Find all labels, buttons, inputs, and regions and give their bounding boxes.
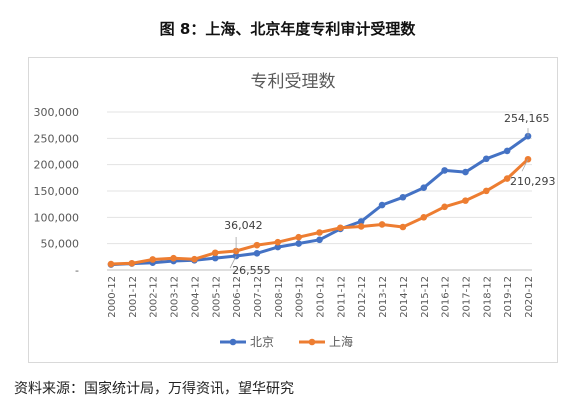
data-point xyxy=(107,260,115,268)
annotation-leader xyxy=(229,255,237,269)
x-tick-label: 2011-12 xyxy=(336,276,347,318)
x-tick-label: 2010-12 xyxy=(316,276,327,318)
data-point xyxy=(462,197,469,204)
data-point xyxy=(420,214,428,221)
data-point xyxy=(462,168,469,176)
x-tick-label: 2008-12 xyxy=(274,276,285,318)
x-tick-label: 2020-12 xyxy=(524,276,535,318)
y-tick-label: 250,000 xyxy=(34,132,80,145)
y-tick-label: 300,000 xyxy=(34,106,80,119)
data-point xyxy=(295,233,302,241)
data-point xyxy=(420,184,428,191)
data-point xyxy=(316,229,323,236)
data-point xyxy=(399,223,407,231)
data-point xyxy=(191,255,198,263)
source-note: 资料来源：国家统计局，万得资讯，望华研究 xyxy=(14,381,294,397)
data-point xyxy=(503,147,511,155)
y-tick-label: 200,000 xyxy=(34,159,80,172)
x-tick-label: 2015-12 xyxy=(420,276,431,318)
figure-title: 图 8：上海、北京年度专利审计受理数 xyxy=(159,20,416,38)
x-tick-label: 2012-12 xyxy=(357,276,368,318)
x-tick-label: 2013-12 xyxy=(378,276,389,318)
data-point xyxy=(128,259,136,267)
data-point xyxy=(170,254,177,262)
x-tick-label: 2019-12 xyxy=(503,276,514,318)
data-point xyxy=(524,155,532,163)
data-point xyxy=(483,155,490,163)
x-tick-label: 2007-12 xyxy=(253,276,264,318)
data-point xyxy=(316,236,323,244)
data-point xyxy=(378,201,386,209)
patent-line-chart: 专利受理数 - 50,000 100,000 150,000 200,000 250,000… xyxy=(34,72,556,349)
data-point xyxy=(295,240,302,247)
data-point xyxy=(441,167,448,174)
data-point xyxy=(399,193,407,201)
data-label: 36,042 xyxy=(224,219,263,232)
x-tick-label: 2009-12 xyxy=(295,276,306,318)
data-point xyxy=(253,241,261,249)
y-tick-label: 50,000 xyxy=(41,238,80,251)
data-point xyxy=(274,238,282,246)
x-tick-label: 2005-12 xyxy=(211,276,222,318)
x-tick-label: 2017-12 xyxy=(461,276,472,318)
x-tick-label: 2004-12 xyxy=(190,276,201,318)
data-point xyxy=(378,221,386,228)
data-point xyxy=(211,254,219,262)
x-tick-label: 2018-12 xyxy=(482,276,493,318)
x-tick-label: 2001-12 xyxy=(128,276,139,318)
data-label: 254,165 xyxy=(504,112,550,125)
data-label: 210,293 xyxy=(510,175,556,188)
x-tick-label: 2000-12 xyxy=(107,276,118,318)
chart-title: 专利受理数 xyxy=(251,72,336,92)
data-point xyxy=(253,250,261,257)
data-point xyxy=(357,223,365,230)
data-point xyxy=(357,218,365,225)
y-tick-label: 100,000 xyxy=(34,211,80,224)
x-tick-label: 2014-12 xyxy=(399,276,410,318)
data-point xyxy=(337,224,344,232)
y-tick-label: 150,000 xyxy=(34,185,80,198)
x-tick-label: 2006-12 xyxy=(232,276,243,318)
x-tick-label: 2003-12 xyxy=(170,276,181,318)
data-point xyxy=(211,249,219,257)
y-tick-label: - xyxy=(75,264,79,277)
x-tick-label: 2016-12 xyxy=(441,276,452,318)
data-point xyxy=(149,256,156,263)
data-point xyxy=(274,243,282,251)
legend-marker-0 xyxy=(229,338,237,346)
data-point xyxy=(441,203,448,211)
legend-label-0: 北京 xyxy=(250,335,274,349)
data-point xyxy=(483,187,490,195)
legend-marker-1 xyxy=(308,338,316,346)
legend-label-1: 上海 xyxy=(329,334,353,349)
chart-frame: 专利受理数 - 50,000 100,000 150,000 200,000 250,000… xyxy=(28,57,558,363)
data-point xyxy=(503,175,511,182)
data-label: 26,555 xyxy=(232,264,271,277)
x-tick-label: 2002-12 xyxy=(149,276,160,318)
annotation-leader xyxy=(521,159,529,172)
